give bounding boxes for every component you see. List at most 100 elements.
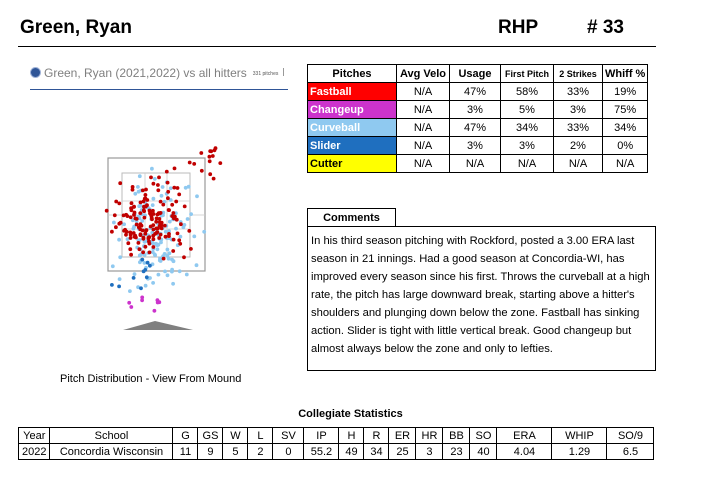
- stats-header-cell: WHIP: [551, 427, 608, 444]
- fastball-pitch-marker: [177, 192, 182, 197]
- slider-pitch-marker: [139, 286, 143, 291]
- fastball-pitch-marker: [171, 249, 176, 253]
- pitch-mix-table: Pitches Avg Velo Usage First Pitch 2 Str…: [307, 64, 649, 173]
- curveball-pitch-marker: [194, 263, 199, 268]
- fastball-pitch-marker: [218, 161, 223, 165]
- stats-cell: 34: [363, 443, 390, 460]
- fastball-pitch-marker: [104, 208, 109, 213]
- slider-pitch-marker: [131, 276, 136, 280]
- pitch-row-fastball: Fastball N/A 47% 58% 33% 19%: [307, 82, 649, 101]
- curveball-pitch-marker: [186, 184, 191, 189]
- fastball-pitch-marker: [110, 229, 114, 234]
- changeup-pitch-marker: [127, 300, 132, 305]
- pitch-stat-cell: 3%: [553, 100, 603, 119]
- stats-header-cell: ERA: [496, 427, 553, 444]
- pitch-stat-cell: N/A: [449, 154, 501, 173]
- fastball-pitch-marker: [141, 199, 146, 204]
- fastball-pitch-marker: [158, 199, 163, 204]
- stats-cell: 0: [272, 443, 305, 460]
- curveball-pitch-marker: [158, 258, 163, 262]
- fastball-pitch-marker: [182, 255, 186, 260]
- fastball-pitch-marker: [192, 162, 197, 166]
- stats-cell: 2022: [17, 443, 51, 460]
- curveball-pitch-marker: [159, 193, 164, 198]
- pitch-stat-cell: 19%: [601, 82, 649, 101]
- changeup-pitch-marker: [140, 298, 144, 303]
- legend-underline: [30, 89, 288, 90]
- curveball-pitch-marker: [142, 261, 147, 265]
- fastball-pitch-marker: [129, 252, 133, 257]
- curveball-pitch-marker: [151, 196, 156, 201]
- legend-radio-icon[interactable]: [30, 67, 41, 78]
- pitch-stat-cell: N/A: [396, 82, 450, 101]
- plot-legend[interactable]: Green, Ryan (2021,2022) vs all hitters 33…: [30, 66, 290, 82]
- curveball-pitch-marker: [137, 174, 142, 179]
- pitch-stat-cell: N/A: [500, 154, 554, 173]
- pitch-stat-cell: 34%: [601, 118, 649, 137]
- pitch-name: Cutter: [307, 154, 397, 173]
- collegiate-stats-table: Year School G GS W L SV IP H R ER HR BB SO ERA WHIP SO/9…: [17, 427, 655, 460]
- stats-cell: 5: [222, 443, 249, 460]
- stats-header-cell: Year: [17, 427, 51, 444]
- fastball-pitch-marker: [136, 225, 141, 230]
- curveball-pitch-marker: [140, 219, 145, 223]
- pitch-stat-cell: 5%: [500, 100, 554, 119]
- stats-cell: 9: [197, 443, 224, 460]
- fastball-pitch-marker: [140, 188, 145, 193]
- fastball-pitch-marker: [146, 235, 151, 240]
- slider-pitch-marker: [117, 284, 121, 289]
- pitch-distribution-plot: [104, 146, 223, 330]
- fastball-pitch-marker: [130, 185, 135, 189]
- legend-tick: [283, 68, 284, 76]
- fastball-pitch-marker: [164, 169, 169, 174]
- pitch-markers: [104, 146, 223, 313]
- stats-header-cell: SO: [469, 427, 498, 444]
- col-header-avg-velo: Avg Velo: [396, 64, 450, 83]
- col-header-pitches: Pitches: [307, 64, 397, 83]
- stats-cell: 6.5: [606, 443, 655, 460]
- fastball-pitch-marker: [148, 211, 152, 216]
- curveball-pitch-marker: [167, 229, 171, 233]
- slider-pitch-marker: [145, 260, 150, 265]
- fastball-pitch-marker: [114, 225, 118, 230]
- curveball-pitch-marker: [150, 203, 155, 207]
- fastball-pitch-marker: [174, 217, 179, 222]
- home-plate: [123, 321, 193, 330]
- stats-cell: 2: [247, 443, 274, 460]
- pitch-name: Curveball: [307, 118, 397, 137]
- pitch-stat-cell: 75%: [601, 100, 649, 119]
- curveball-pitch-marker: [163, 229, 168, 234]
- curveball-pitch-marker: [112, 220, 116, 225]
- fastball-pitch-marker: [141, 236, 146, 241]
- plot-caption: Pitch Distribution - View From Mound: [60, 373, 242, 385]
- fastball-pitch-marker: [187, 229, 192, 233]
- pitch-stat-cell: N/A: [396, 154, 450, 173]
- fastball-pitch-marker: [145, 203, 149, 208]
- fastball-pitch-marker: [175, 231, 180, 236]
- curveball-pitch-marker: [181, 225, 186, 230]
- fastball-pitch-marker: [151, 237, 156, 242]
- fastball-pitch-marker: [159, 220, 164, 225]
- pitch-stat-cell: N/A: [396, 118, 450, 137]
- curveball-pitch-marker: [136, 285, 140, 290]
- fastball-pitch-marker: [124, 232, 128, 237]
- curveball-pitch-marker: [189, 212, 194, 216]
- stats-header-row: Year School G GS W L SV IP H R ER HR BB SO ERA WHIP SO/9: [17, 427, 655, 444]
- curveball-pitch-marker: [163, 269, 167, 274]
- fastball-pitch-marker: [138, 233, 143, 237]
- curveball-pitch-marker: [168, 186, 173, 191]
- fastball-pitch-marker: [156, 188, 161, 193]
- stats-header-cell: SV: [272, 427, 305, 444]
- pitch-stat-cell: 33%: [553, 82, 603, 101]
- pitch-row-curveball: Curveball N/A 47% 34% 33% 34%: [307, 118, 649, 137]
- curveball-pitch-marker: [167, 219, 172, 224]
- fastball-pitch-marker: [147, 241, 152, 246]
- pitch-stat-cell: 3%: [500, 136, 554, 155]
- pitch-stat-cell: N/A: [396, 100, 450, 119]
- stats-header-cell: HR: [415, 427, 444, 444]
- fastball-pitch-marker: [128, 247, 133, 252]
- curveball-pitch-marker: [159, 240, 163, 245]
- pitch-row-cutter: Cutter N/A N/A N/A N/A N/A: [307, 154, 649, 173]
- stats-header-cell: R: [363, 427, 390, 444]
- pitch-stat-cell: 47%: [449, 118, 501, 137]
